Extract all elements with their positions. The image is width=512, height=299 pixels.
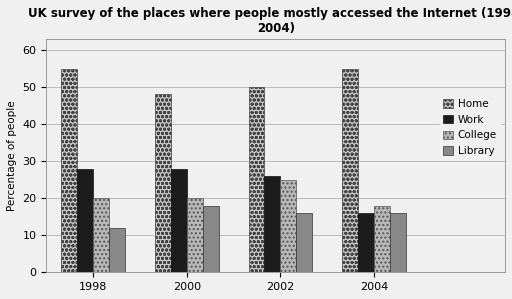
Bar bbox=[203, 206, 219, 272]
Legend: Home, Work, College, Library: Home, Work, College, Library bbox=[440, 96, 500, 159]
Bar bbox=[265, 176, 281, 272]
Bar bbox=[155, 94, 171, 272]
Bar bbox=[248, 87, 265, 272]
Bar bbox=[358, 213, 374, 272]
Bar bbox=[109, 228, 125, 272]
Bar bbox=[61, 68, 77, 272]
Bar bbox=[296, 213, 312, 272]
Y-axis label: Percentage of people: Percentage of people bbox=[7, 100, 17, 211]
Bar bbox=[187, 198, 203, 272]
Bar bbox=[342, 68, 358, 272]
Bar bbox=[281, 180, 296, 272]
Bar bbox=[374, 206, 390, 272]
Bar bbox=[77, 169, 93, 272]
Title: UK survey of the places where people mostly accessed the Internet (1998-
2004): UK survey of the places where people mos… bbox=[28, 7, 512, 35]
Bar bbox=[93, 198, 109, 272]
Bar bbox=[390, 213, 406, 272]
Bar bbox=[171, 169, 187, 272]
